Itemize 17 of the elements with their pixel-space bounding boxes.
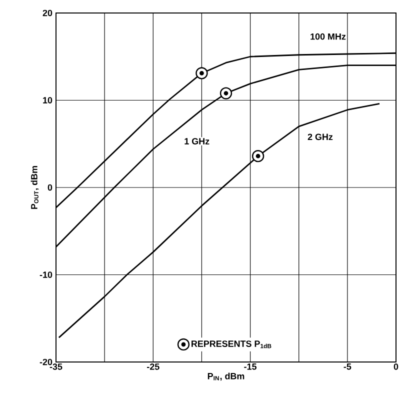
x-tick-label: -25 [147, 364, 160, 370]
x-axis-title: P$_{IN}$, dBm [208, 372, 244, 381]
series-label: 2 GHz [308, 134, 333, 140]
y-tick-label: -20 [40, 358, 52, 366]
x-tick-label: -15 [244, 364, 257, 370]
x-tick-label: -35 [50, 364, 62, 370]
y-tick-label: 0 [48, 184, 52, 191]
y-tick-label: -10 [40, 272, 52, 278]
y-tick-label: 10 [43, 97, 52, 104]
x-tick-label: -5 [344, 364, 352, 370]
y-tick-label: 20 [42, 10, 52, 16]
y-axis-title: P$_{OUT}$, dBm [30, 166, 39, 209]
legend-label: REPRESENTS P$_{1dB}$ [192, 340, 272, 348]
x-tick-label: 0 [394, 364, 398, 370]
series-label: 100 MHz [310, 33, 346, 40]
line-series [58, 103, 380, 338]
series-label: 1 GHz [184, 138, 210, 144]
